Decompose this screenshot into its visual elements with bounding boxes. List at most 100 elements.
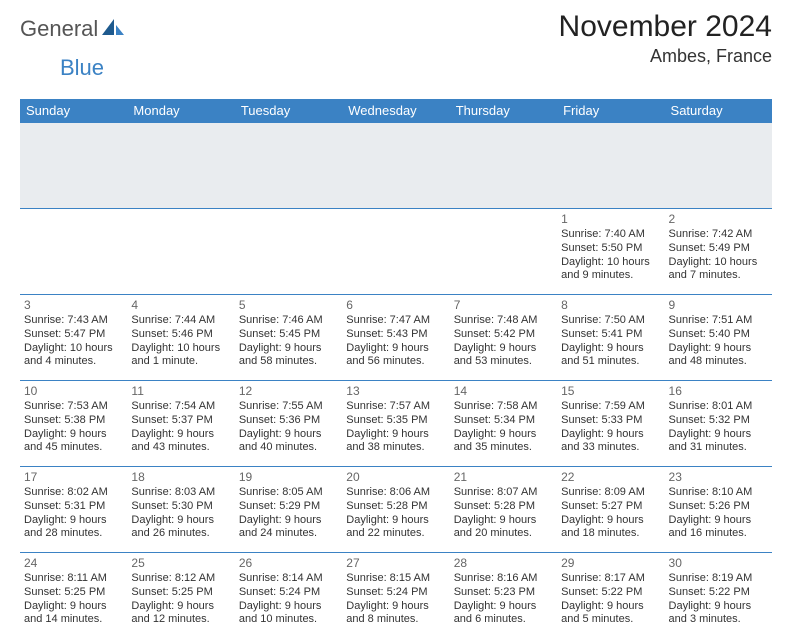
sunrise-text: Sunrise: 7:48 AM — [454, 314, 553, 328]
day-cell: 17Sunrise: 8:02 AMSunset: 5:31 PMDayligh… — [20, 467, 127, 553]
sunset-text: Sunset: 5:25 PM — [24, 586, 123, 600]
week-row: 24Sunrise: 8:11 AMSunset: 5:25 PMDayligh… — [20, 553, 772, 639]
sunset-text: Sunset: 5:24 PM — [346, 586, 445, 600]
dayname-thursday: Thursday — [450, 99, 557, 123]
sunrise-text: Sunrise: 8:09 AM — [561, 486, 660, 500]
sunset-text: Sunset: 5:22 PM — [669, 586, 768, 600]
day-number: 26 — [239, 556, 338, 570]
sunset-text: Sunset: 5:33 PM — [561, 414, 660, 428]
sunrise-text: Sunrise: 8:15 AM — [346, 572, 445, 586]
day-cell: 15Sunrise: 7:59 AMSunset: 5:33 PMDayligh… — [557, 381, 664, 467]
daylight-text: Daylight: 9 hours and 56 minutes. — [346, 342, 445, 370]
day-cell: 18Sunrise: 8:03 AMSunset: 5:30 PMDayligh… — [127, 467, 234, 553]
sunrise-text: Sunrise: 8:01 AM — [669, 400, 768, 414]
day-cell: 26Sunrise: 8:14 AMSunset: 5:24 PMDayligh… — [235, 553, 342, 639]
daylight-text: Daylight: 9 hours and 22 minutes. — [346, 514, 445, 542]
day-number: 29 — [561, 556, 660, 570]
daylight-text: Daylight: 9 hours and 48 minutes. — [669, 342, 768, 370]
day-number: 16 — [669, 384, 768, 398]
daylight-text: Daylight: 9 hours and 24 minutes. — [239, 514, 338, 542]
sunrise-text: Sunrise: 7:51 AM — [669, 314, 768, 328]
daylight-text: Daylight: 9 hours and 33 minutes. — [561, 428, 660, 456]
day-number: 18 — [131, 470, 230, 484]
day-number: 15 — [561, 384, 660, 398]
day-cell: 27Sunrise: 8:15 AMSunset: 5:24 PMDayligh… — [342, 553, 449, 639]
day-number: 1 — [561, 212, 660, 226]
brand-sail-icon — [100, 17, 124, 42]
sunrise-text: Sunrise: 7:47 AM — [346, 314, 445, 328]
sunset-text: Sunset: 5:22 PM — [561, 586, 660, 600]
day-cell: 10Sunrise: 7:53 AMSunset: 5:38 PMDayligh… — [20, 381, 127, 467]
sunset-text: Sunset: 5:50 PM — [561, 242, 660, 256]
day-cell: 4Sunrise: 7:44 AMSunset: 5:46 PMDaylight… — [127, 295, 234, 381]
sunset-text: Sunset: 5:25 PM — [131, 586, 230, 600]
week-row: 10Sunrise: 7:53 AMSunset: 5:38 PMDayligh… — [20, 381, 772, 467]
sunset-text: Sunset: 5:46 PM — [131, 328, 230, 342]
calendar-table: SundayMondayTuesdayWednesdayThursdayFrid… — [20, 99, 772, 639]
daylight-text: Daylight: 9 hours and 12 minutes. — [131, 600, 230, 628]
sunset-text: Sunset: 5:32 PM — [669, 414, 768, 428]
day-number: 17 — [24, 470, 123, 484]
day-number: 20 — [346, 470, 445, 484]
dayname-monday: Monday — [127, 99, 234, 123]
day-cell: 6 Sunrise: 7:47 AMSunset: 5:43 PMDaylight… — [342, 295, 449, 381]
sunset-text: Sunset: 5:45 PM — [239, 328, 338, 342]
sunset-text: Sunset: 5:24 PM — [239, 586, 338, 600]
daylight-text: Daylight: 9 hours and 28 minutes. — [24, 514, 123, 542]
daylight-text: Daylight: 9 hours and 6 minutes. — [454, 600, 553, 628]
sunrise-text: Sunrise: 7:44 AM — [131, 314, 230, 328]
day-cell — [342, 209, 449, 295]
sunset-text: Sunset: 5:31 PM — [24, 500, 123, 514]
daylight-text: Daylight: 10 hours and 4 minutes. — [24, 342, 123, 370]
page: General November 2024 Ambes, France Blue… — [0, 0, 792, 639]
daylight-text: Daylight: 9 hours and 20 minutes. — [454, 514, 553, 542]
sunset-text: Sunset: 5:29 PM — [239, 500, 338, 514]
day-cell: 8Sunrise: 7:50 AMSunset: 5:41 PMDaylight… — [557, 295, 664, 381]
day-cell: 13Sunrise: 7:57 AMSunset: 5:35 PMDayligh… — [342, 381, 449, 467]
brand-text-1: General — [20, 16, 98, 42]
day-cell: 3Sunrise: 7:43 AMSunset: 5:47 PMDaylight… — [20, 295, 127, 381]
sunset-text: Sunset: 5:37 PM — [131, 414, 230, 428]
sunset-text: Sunset: 5:49 PM — [669, 242, 768, 256]
day-cell: 29Sunrise: 8:17 AMSunset: 5:22 PMDayligh… — [557, 553, 664, 639]
daylight-text: Daylight: 9 hours and 3 minutes. — [669, 600, 768, 628]
day-cell: 24Sunrise: 8:11 AMSunset: 5:25 PMDayligh… — [20, 553, 127, 639]
day-cell: 9Sunrise: 7:51 AMSunset: 5:40 PMDaylight… — [665, 295, 772, 381]
daylight-text: Daylight: 9 hours and 43 minutes. — [131, 428, 230, 456]
day-number: 6 — [346, 298, 445, 312]
day-cell: 19Sunrise: 8:05 AMSunset: 5:29 PMDayligh… — [235, 467, 342, 553]
day-cell — [127, 209, 234, 295]
day-cell: 7Sunrise: 7:48 AMSunset: 5:42 PMDaylight… — [450, 295, 557, 381]
day-cell: 23Sunrise: 8:10 AMSunset: 5:26 PMDayligh… — [665, 467, 772, 553]
sunrise-text: Sunrise: 8:05 AM — [239, 486, 338, 500]
day-number: 14 — [454, 384, 553, 398]
day-number: 5 — [239, 298, 338, 312]
spacer-row — [20, 123, 772, 209]
sunset-text: Sunset: 5:27 PM — [561, 500, 660, 514]
day-cell — [450, 209, 557, 295]
brand-text-2: Blue — [60, 55, 104, 80]
dayname-sunday: Sunday — [20, 99, 127, 123]
daylight-text: Daylight: 9 hours and 51 minutes. — [561, 342, 660, 370]
day-number: 27 — [346, 556, 445, 570]
day-cell: 30Sunrise: 8:19 AMSunset: 5:22 PMDayligh… — [665, 553, 772, 639]
daylight-text: Daylight: 9 hours and 45 minutes. — [24, 428, 123, 456]
daylight-text: Daylight: 9 hours and 10 minutes. — [239, 600, 338, 628]
sunrise-text: Sunrise: 7:43 AM — [24, 314, 123, 328]
sunrise-text: Sunrise: 8:10 AM — [669, 486, 768, 500]
sunset-text: Sunset: 5:40 PM — [669, 328, 768, 342]
day-cell: 14Sunrise: 7:58 AMSunset: 5:34 PMDayligh… — [450, 381, 557, 467]
day-number: 23 — [669, 470, 768, 484]
day-number: 2 — [669, 212, 768, 226]
sunrise-text: Sunrise: 8:19 AM — [669, 572, 768, 586]
daylight-text: Daylight: 9 hours and 16 minutes. — [669, 514, 768, 542]
day-cell: 21Sunrise: 8:07 AMSunset: 5:28 PMDayligh… — [450, 467, 557, 553]
daylight-text: Daylight: 9 hours and 26 minutes. — [131, 514, 230, 542]
day-cell: 12Sunrise: 7:55 AMSunset: 5:36 PMDayligh… — [235, 381, 342, 467]
day-cell: 11Sunrise: 7:54 AMSunset: 5:37 PMDayligh… — [127, 381, 234, 467]
sunset-text: Sunset: 5:43 PM — [346, 328, 445, 342]
day-number: 24 — [24, 556, 123, 570]
day-cell: 25Sunrise: 8:12 AMSunset: 5:25 PMDayligh… — [127, 553, 234, 639]
sunrise-text: Sunrise: 7:54 AM — [131, 400, 230, 414]
day-number: 25 — [131, 556, 230, 570]
